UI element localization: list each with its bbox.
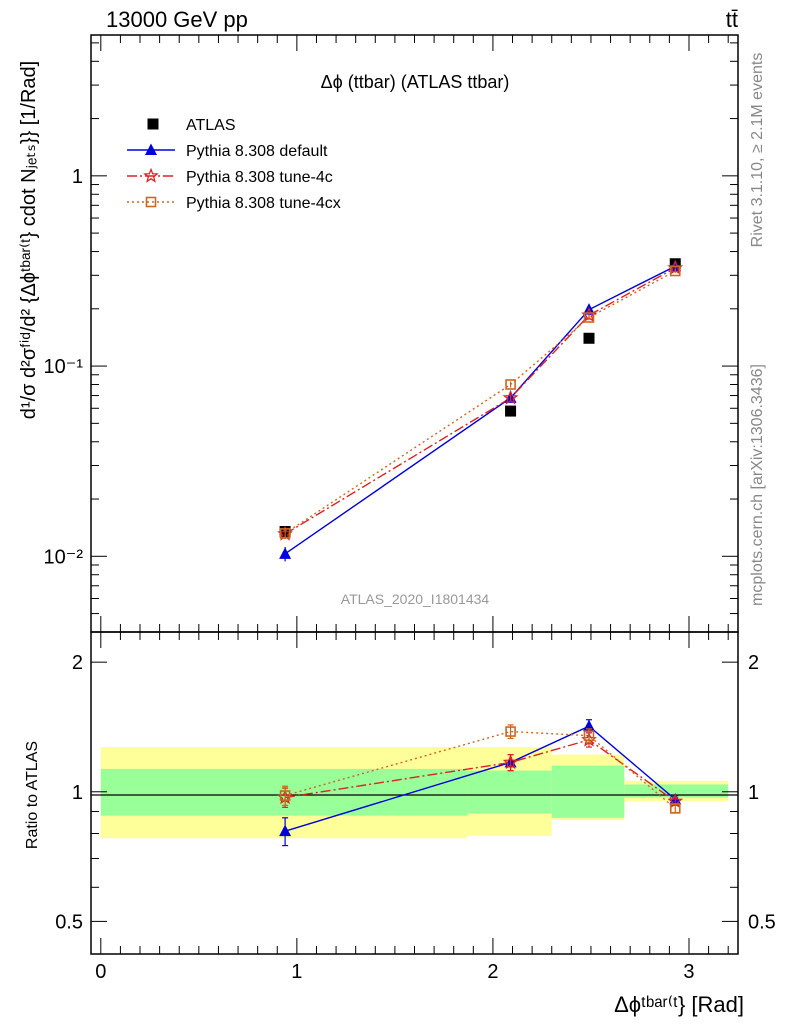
ratio-y-tick-label-right: 2: [748, 652, 759, 674]
ratio-point: [505, 726, 516, 737]
legend-marker: [145, 196, 157, 208]
ratio-y-tick-label-right: 0.5: [748, 911, 776, 933]
y-tick-label: 1: [72, 166, 83, 188]
y-tick-label: 10⁻¹: [44, 356, 84, 378]
ratio-y-tick-label-right: 1: [748, 782, 759, 804]
ratio-point: [583, 730, 595, 741]
ratio-y-axis-label: Ratio to ATLAS: [24, 741, 41, 849]
main-title: Δϕ (ttbar) (ATLAS ttbar): [321, 72, 510, 92]
data-point: [505, 405, 517, 417]
inner-band: [467, 770, 552, 814]
main-y-axis-label: d¹/σ d²σᶠⁱᵈ/d² {Δϕᵗᵇᵃʳ⁽ᵗ} cdot Nⱼₑₜₛ}} […: [18, 61, 40, 419]
ratio-panel: 2 2 1 1 0.5 0.5 Ratio to ATLAS: [24, 631, 776, 955]
ratio-point: [279, 790, 291, 801]
data-point: [669, 265, 681, 277]
legend-label: Pythia 8.308 default: [186, 143, 328, 160]
ratio-point: [502, 754, 519, 770]
ratio-line-2: [284, 739, 676, 802]
legend-label: ATLAS: [186, 117, 236, 134]
legend-marker: [145, 143, 157, 155]
series-line-2: [284, 267, 676, 535]
legend-label: Pythia 8.308 tune-4c: [186, 169, 333, 186]
ratio-point: [669, 803, 681, 814]
legend-marker: [147, 118, 159, 130]
data-point: [279, 528, 291, 539]
data-point: [505, 379, 516, 390]
legend-marker: [143, 167, 159, 183]
main-panel: 1 10⁻¹ 10⁻² Δϕ (ttbar) (ATLAS ttbar) ATLAS…: [18, 34, 739, 633]
rivet-label: Rivet 3.1.10, ≥ 2.1M events: [749, 53, 766, 248]
ratio-line-1: [284, 725, 676, 832]
ratio-point: [279, 824, 292, 837]
data-point: [502, 389, 519, 405]
data-point: [279, 547, 292, 559]
source-label: mcplots.cern.ch [arXiv:1306.3436]: [749, 364, 766, 606]
inner-band: [551, 765, 625, 818]
x-axis: 0 1 2 3: [95, 35, 729, 983]
x-axis-label: Δϕᵗᵇᵃʳ⁽ᵗ} [Rad]: [614, 992, 744, 1017]
legend-label: Pythia 8.308 tune-4cx: [186, 195, 341, 212]
series-line-1: [284, 265, 676, 555]
ratio-y-tick-label: 0.5: [55, 911, 83, 933]
data-point: [583, 312, 595, 323]
process-label: tt̄: [726, 7, 738, 32]
x-tick-label: 0: [95, 961, 106, 983]
energy-label: 13000 GeV pp: [106, 7, 248, 32]
y-tick-label: 10⁻²: [44, 546, 84, 568]
watermark: ATLAS_2020_I1801434: [341, 591, 490, 607]
x-tick-label: 1: [291, 961, 302, 983]
x-tick-label: 2: [487, 961, 498, 983]
series-line-3: [284, 270, 676, 534]
legend: ATLAS Pythia 8.308 default Pythia 8.308 tu…: [127, 117, 341, 212]
inner-band: [624, 784, 729, 798]
data-point: [583, 332, 595, 344]
ratio-y-tick-label: 1: [72, 782, 83, 804]
x-tick-label: 3: [683, 961, 694, 983]
ratio-y-tick-label: 2: [72, 652, 83, 674]
